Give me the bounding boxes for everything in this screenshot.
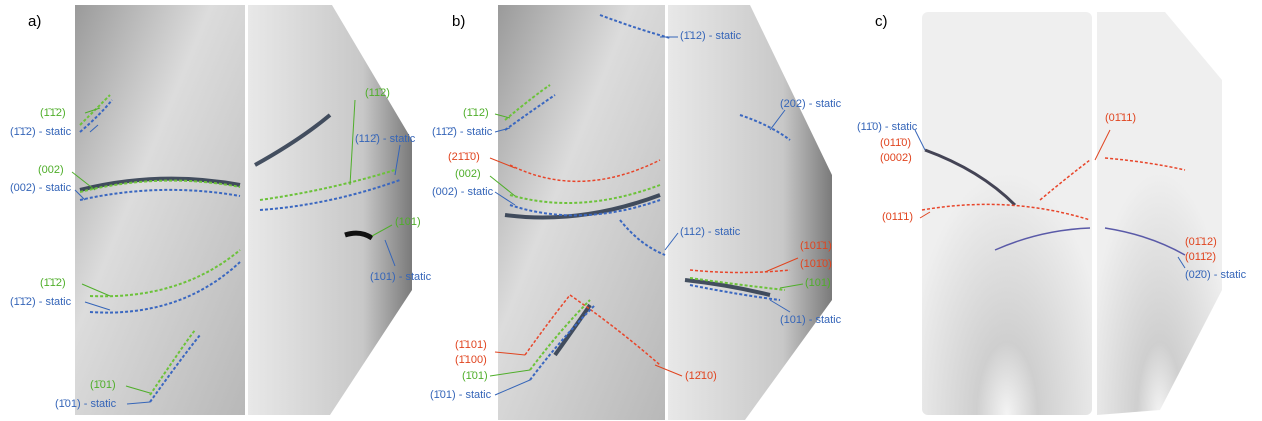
annotation: (1̄12) - static bbox=[680, 30, 742, 42]
annotation: (1̄01) bbox=[462, 370, 488, 382]
annotation: (01̄11) bbox=[1105, 112, 1136, 124]
annotation: (1̄01) - static bbox=[430, 389, 492, 401]
annotation: (0002) bbox=[880, 152, 912, 164]
annotation: (101) - static bbox=[780, 314, 842, 326]
panel-a-image bbox=[75, 5, 412, 415]
annotation: (1̄01) bbox=[90, 379, 116, 391]
annotation: (202) - static bbox=[780, 98, 842, 110]
annotation: (11̄2) bbox=[365, 87, 390, 99]
annotation: (1̄1̄2) bbox=[40, 277, 66, 289]
panel-label: c) bbox=[875, 13, 888, 30]
annotation: (1̄101) bbox=[455, 339, 487, 351]
annotation: (11̄0) - static bbox=[857, 121, 918, 133]
annotation: (12̄10) bbox=[685, 370, 717, 382]
annotation: (1̄12) bbox=[463, 107, 489, 119]
panel-c-image bbox=[922, 12, 1222, 415]
panel-b-image bbox=[498, 5, 832, 420]
annotation: (02̄0) - static bbox=[1185, 269, 1247, 281]
panel-label: b) bbox=[452, 13, 465, 30]
annotation: (002) bbox=[455, 168, 481, 180]
annotation: (11̄2̄) - static bbox=[432, 126, 493, 138]
annotation: (112̄) - static bbox=[355, 133, 416, 145]
annotation: (1̄100) bbox=[455, 354, 487, 366]
annotation: (01̄12) bbox=[1185, 236, 1217, 248]
annotation: (101̄0) bbox=[800, 258, 832, 270]
annotation: (1̄1̄2) - static bbox=[10, 126, 72, 138]
annotation: (002) bbox=[38, 164, 64, 176]
annotation: (1̄01) - static bbox=[55, 398, 117, 410]
annotation: (011̄1) bbox=[882, 211, 913, 223]
annotation: (21̄1̄0) bbox=[448, 151, 480, 163]
annotation: (002) - static bbox=[10, 182, 72, 194]
annotation: (101) - static bbox=[370, 271, 432, 283]
annotation: (002) - static bbox=[432, 186, 494, 198]
annotation: (112) - static bbox=[680, 226, 741, 238]
annotation: (101̄1) bbox=[800, 240, 832, 252]
annotation: (1̄1̄2) - static bbox=[10, 296, 72, 308]
annotation: (011̄2) bbox=[1185, 251, 1216, 263]
annotation: (1̄1̄2) bbox=[40, 107, 66, 119]
annotation: (101) bbox=[395, 216, 421, 228]
annotation: (011̄0) bbox=[880, 137, 911, 149]
figure: a) (1̄1̄2) (1̄1̄2) - static (002) (002) … bbox=[0, 0, 1262, 421]
panel-label: a) bbox=[28, 13, 41, 30]
annotation: (101) bbox=[805, 277, 831, 289]
